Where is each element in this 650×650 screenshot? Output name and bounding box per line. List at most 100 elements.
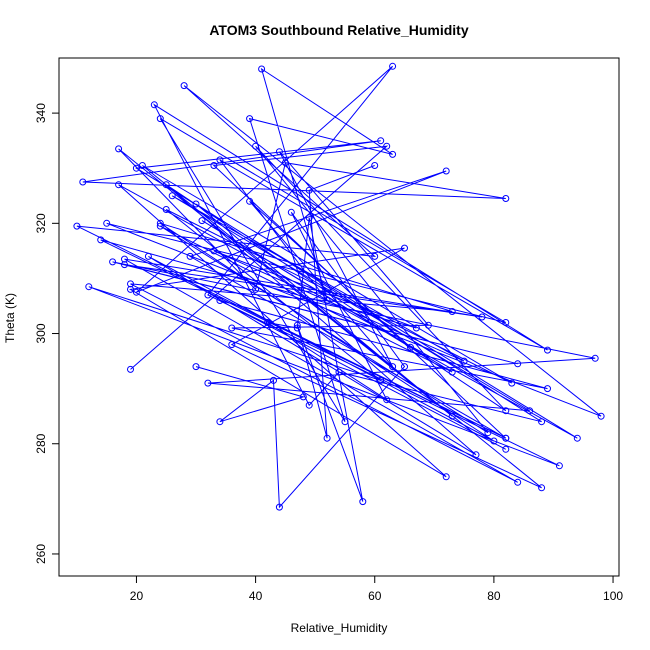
data-point <box>132 164 140 172</box>
data-point <box>293 324 301 332</box>
y-tick-label: 260 <box>34 544 48 564</box>
data-point <box>275 148 283 156</box>
data-point <box>502 195 510 202</box>
data-point <box>514 478 522 486</box>
y-axis-label: Theta (K) <box>3 293 17 343</box>
data-point <box>401 244 408 252</box>
x-tick-label: 60 <box>368 589 382 603</box>
data-point <box>258 65 266 73</box>
data-point <box>299 393 307 401</box>
data-point <box>448 368 456 376</box>
data-point <box>168 192 176 200</box>
data-point <box>484 429 492 437</box>
data-point <box>377 376 385 384</box>
data-point <box>377 137 385 145</box>
data-point <box>442 473 450 481</box>
data-point <box>407 343 414 351</box>
data-point <box>502 319 510 326</box>
data-point <box>490 437 498 445</box>
x-axis-label: Relative_Humidity <box>291 621 388 635</box>
data-point <box>156 115 164 123</box>
y-tick-label: 280 <box>34 433 48 453</box>
data-point <box>305 186 313 194</box>
data-point <box>287 208 295 216</box>
data-point <box>323 434 331 442</box>
data-point <box>138 162 146 169</box>
data-point <box>156 219 164 227</box>
data-point <box>121 255 128 263</box>
data-point <box>371 252 379 260</box>
data-point <box>502 407 510 415</box>
data-point <box>502 445 510 453</box>
data-point <box>538 418 546 426</box>
data-point <box>192 363 200 371</box>
data-point <box>228 324 236 332</box>
x-tick-label: 80 <box>487 589 501 603</box>
data-point <box>85 283 93 291</box>
data-point <box>246 197 254 205</box>
data-point <box>252 142 260 150</box>
data-point <box>198 217 206 225</box>
data-point <box>73 222 81 230</box>
data-point <box>103 219 111 227</box>
data-point <box>460 357 468 365</box>
data-point <box>79 178 87 186</box>
data-point <box>401 363 408 371</box>
data-point <box>389 62 397 70</box>
data-point <box>109 258 117 266</box>
data-point <box>210 162 218 169</box>
data-point <box>538 484 546 492</box>
data-point <box>323 297 331 304</box>
data-point <box>526 407 534 415</box>
x-tick-label: 20 <box>130 589 144 603</box>
data-point <box>383 142 391 150</box>
data-point <box>514 360 522 368</box>
data-point <box>424 321 432 329</box>
data-point <box>478 313 486 321</box>
data-point <box>389 363 397 371</box>
data-point <box>132 288 140 296</box>
data-point <box>383 396 391 404</box>
data-point <box>192 200 200 208</box>
y-tick-label: 300 <box>34 323 48 343</box>
data-point <box>305 214 313 222</box>
data-point <box>448 412 456 420</box>
data-point <box>150 101 158 109</box>
data-point <box>162 206 170 213</box>
data-point <box>252 285 260 293</box>
data-point <box>573 434 581 442</box>
data-point <box>180 82 188 90</box>
data-point <box>448 308 456 315</box>
data-point <box>210 247 218 255</box>
data-point <box>293 321 301 329</box>
series-line-2 <box>195 165 406 509</box>
plot-frame <box>58 57 620 577</box>
data-point <box>442 167 450 175</box>
data-point <box>156 222 164 230</box>
data-point <box>97 236 105 244</box>
data-point <box>204 379 212 387</box>
data-point <box>371 162 379 169</box>
data-point <box>508 379 516 387</box>
data-point <box>115 145 123 153</box>
data-point <box>359 498 367 506</box>
x-tick-label: 40 <box>249 589 263 603</box>
data-point <box>216 156 224 164</box>
data-point <box>264 319 271 326</box>
data-point <box>186 252 194 260</box>
data-point <box>597 412 605 420</box>
data-point <box>162 181 170 189</box>
y-tick-label: 340 <box>34 103 48 123</box>
data-point <box>270 376 277 384</box>
data-point <box>275 503 283 511</box>
data-point <box>216 297 224 304</box>
data-point <box>472 451 480 459</box>
x-tick-label: 100 <box>603 589 623 603</box>
data-point <box>305 401 313 409</box>
data-point <box>591 354 599 362</box>
data-point <box>544 346 551 354</box>
chart-title: ATOM3 Southbound Relative_Humidity <box>209 22 468 38</box>
data-point <box>555 462 563 470</box>
data-point <box>544 385 551 393</box>
